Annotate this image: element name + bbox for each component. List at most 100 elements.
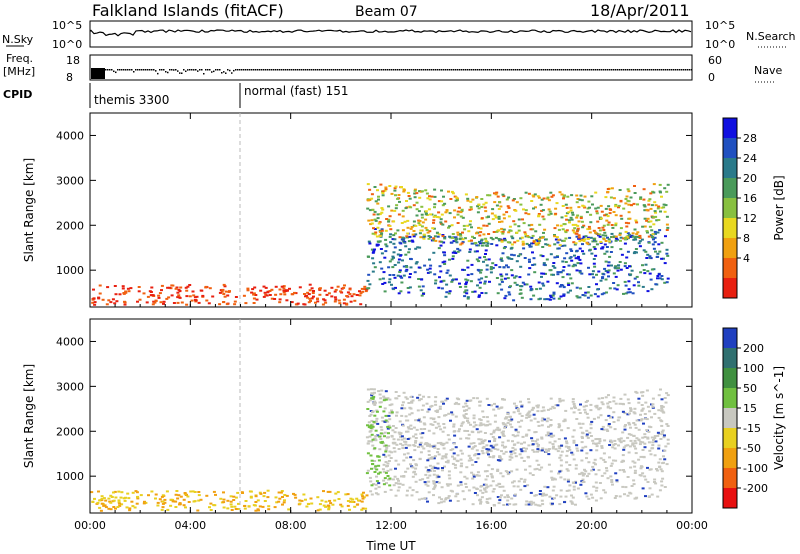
heat-cell: [392, 242, 396, 245]
heat-cell: [655, 468, 658, 470]
heat-cell: [579, 194, 583, 197]
freq-point: [323, 69, 325, 71]
heat-cell: [645, 208, 649, 211]
heat-cell: [601, 397, 604, 400]
heat-cell: [156, 504, 160, 507]
heat-cell: [512, 220, 516, 223]
heat-cell: [250, 291, 254, 294]
heat-cell: [633, 465, 637, 468]
heat-cell: [639, 413, 642, 416]
heat-cell: [368, 476, 372, 479]
heat-cell: [420, 436, 424, 439]
heat-cell: [491, 218, 495, 221]
heat-cell: [312, 290, 315, 292]
heat-cell: [582, 240, 586, 242]
freq-point: [413, 69, 415, 71]
heat-cell: [587, 461, 591, 464]
heat-cell: [508, 423, 512, 426]
heat-cell: [97, 297, 101, 300]
freq-tick-top: 18: [66, 54, 80, 67]
heat-cell: [424, 213, 428, 216]
heat-cell: [551, 447, 555, 450]
heat-cell: [503, 496, 507, 499]
heat-cell: [624, 198, 628, 200]
heat-cell: [599, 204, 603, 207]
heat-cell: [463, 416, 467, 419]
heat-cell: [195, 295, 199, 298]
heat-cell: [399, 275, 402, 278]
heat-cell: [280, 490, 284, 492]
freq-point: [277, 69, 279, 71]
heat-cell: [375, 244, 379, 247]
heat-cell: [139, 494, 143, 497]
heat-cell: [592, 485, 596, 488]
heat-cell: [381, 192, 385, 195]
nsearch-label: N.Search: [746, 30, 796, 43]
heat-cell: [643, 209, 647, 212]
heat-cell: [478, 240, 481, 243]
heat-cell: [635, 437, 639, 440]
heat-cell: [439, 270, 443, 273]
heat-cell: [421, 432, 425, 435]
heat-cell: [610, 479, 614, 481]
heat-cell: [361, 290, 365, 293]
heat-cell: [558, 191, 562, 194]
heat-cell: [592, 276, 596, 279]
heat-cell: [126, 287, 130, 290]
heat-cell: [540, 410, 544, 413]
heat-cell: [453, 402, 457, 405]
heat-cell: [547, 449, 550, 452]
heat-cell: [415, 261, 419, 264]
heat-cell: [637, 284, 641, 287]
heat-cell: [256, 508, 260, 511]
heat-cell: [449, 419, 452, 422]
heat-cell: [535, 288, 539, 291]
heat-cell: [652, 223, 656, 226]
heat-cell: [618, 261, 622, 263]
heat-cell: [179, 286, 183, 289]
freq-point: [203, 72, 205, 75]
heat-cell: [443, 254, 447, 257]
heat-cell: [507, 206, 511, 209]
heat-cell: [226, 507, 230, 510]
heat-cell: [509, 229, 513, 232]
heat-cell: [189, 490, 193, 493]
cpid-segment-themis: themis 3300: [94, 93, 169, 107]
heat-cell: [322, 490, 325, 493]
heat-cell: [388, 477, 392, 480]
heat-cell: [274, 293, 278, 296]
heat-cell: [386, 475, 390, 477]
heat-cell: [547, 453, 551, 456]
freq-point: [479, 69, 481, 71]
heat-cell: [538, 504, 542, 507]
heat-cell: [435, 216, 439, 218]
heat-cell: [651, 233, 655, 236]
heat-cell: [523, 257, 527, 259]
heat-cell: [649, 220, 653, 223]
heat-cell: [437, 453, 441, 456]
heat-cell: [646, 405, 650, 408]
heat-cell: [599, 414, 603, 417]
heat-cell: [525, 242, 529, 245]
heat-cell: [471, 235, 474, 238]
heat-cell: [637, 397, 641, 400]
heat-cell: [348, 288, 352, 291]
heat-cell: [419, 428, 423, 431]
heat-cell: [234, 296, 238, 298]
heat-cell: [292, 492, 295, 495]
heat-cell: [380, 229, 384, 232]
heat-cell: [539, 203, 543, 206]
heat-cell: [500, 280, 504, 283]
y-tick-label: 2000: [56, 219, 84, 232]
heat-cell: [370, 493, 374, 496]
heat-cell: [475, 244, 479, 247]
heat-cell: [414, 439, 418, 442]
heat-cell: [445, 209, 449, 212]
colorbar-swatch: [723, 468, 737, 489]
heat-cell: [218, 291, 222, 294]
heat-cell: [188, 284, 192, 286]
heat-cell: [508, 225, 512, 228]
heat-cell: [253, 286, 257, 289]
heat-cell: [550, 476, 554, 479]
